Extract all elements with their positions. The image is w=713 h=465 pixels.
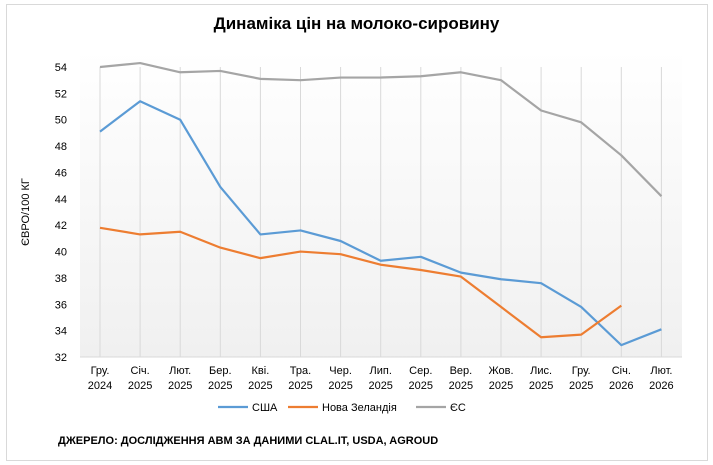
x-tick-label: 2025 bbox=[409, 380, 433, 392]
x-tick-label: 2025 bbox=[328, 380, 352, 392]
source-note: ДЖЕРЕЛО: ДОСЛІДЖЕННЯ АВМ ЗА ДАНИМИ CLAL.… bbox=[58, 435, 439, 447]
y-tick-label: 36 bbox=[55, 299, 67, 311]
x-tick-label: Жов. bbox=[488, 365, 513, 377]
y-tick-label: 48 bbox=[55, 141, 67, 153]
legend-label: ЄС bbox=[450, 402, 466, 414]
x-tick-label: 2026 bbox=[649, 380, 673, 392]
y-tick-label: 40 bbox=[55, 247, 67, 259]
x-tick-label: 2025 bbox=[368, 380, 392, 392]
x-tick-label: 2025 bbox=[529, 380, 553, 392]
y-tick-label: 38 bbox=[55, 273, 67, 285]
x-tick-label: 2026 bbox=[609, 380, 633, 392]
series-line bbox=[99, 226, 622, 339]
y-tick-label: 32 bbox=[55, 352, 67, 364]
x-tick-label: Лют. bbox=[169, 365, 191, 377]
x-tick-label: Бер. bbox=[209, 365, 232, 377]
x-tick-label: Тра. bbox=[290, 365, 311, 377]
x-tick-label: Сер. bbox=[409, 365, 432, 377]
x-tick-label: Лют. bbox=[650, 365, 672, 377]
y-tick-label: 54 bbox=[55, 62, 67, 74]
x-tick-label: 2025 bbox=[569, 380, 593, 392]
x-tick-label: Лип. bbox=[370, 365, 392, 377]
x-tick-label: Гру. bbox=[91, 365, 110, 377]
y-tick-label: 42 bbox=[55, 220, 67, 232]
x-tick-label: 2025 bbox=[128, 380, 152, 392]
legend-label: США bbox=[252, 402, 278, 414]
x-tick-label: Вер. bbox=[450, 365, 473, 377]
chart-frame bbox=[6, 4, 708, 461]
x-tick-label: 2025 bbox=[208, 380, 232, 392]
x-tick-label: Кві. bbox=[252, 365, 270, 377]
y-tick-label: 52 bbox=[55, 88, 67, 100]
y-tick-label: 44 bbox=[55, 194, 67, 206]
x-tick-label: Лис. bbox=[530, 365, 552, 377]
y-tick-label: 50 bbox=[55, 115, 67, 127]
y-tick-label: 34 bbox=[55, 326, 67, 338]
x-tick-label: 2025 bbox=[168, 380, 192, 392]
y-tick-label: 46 bbox=[55, 167, 67, 179]
x-tick-label: Чер. bbox=[329, 365, 352, 377]
y-axis-label: ЄВРО/100 КГ bbox=[20, 178, 32, 246]
x-tick-label: 2024 bbox=[88, 380, 112, 392]
chart-title: Динаміка цін на молоко-сировину bbox=[213, 14, 500, 33]
x-tick-label: 2025 bbox=[489, 380, 513, 392]
x-tick-label: 2025 bbox=[449, 380, 473, 392]
x-tick-label: Гру. bbox=[572, 365, 591, 377]
x-tick-label: 2025 bbox=[288, 380, 312, 392]
x-tick-label: 2025 bbox=[248, 380, 272, 392]
x-tick-label: Січ. bbox=[131, 365, 150, 377]
legend-label: Нова Зеландія bbox=[322, 402, 397, 414]
x-tick-label: Січ. bbox=[612, 365, 631, 377]
